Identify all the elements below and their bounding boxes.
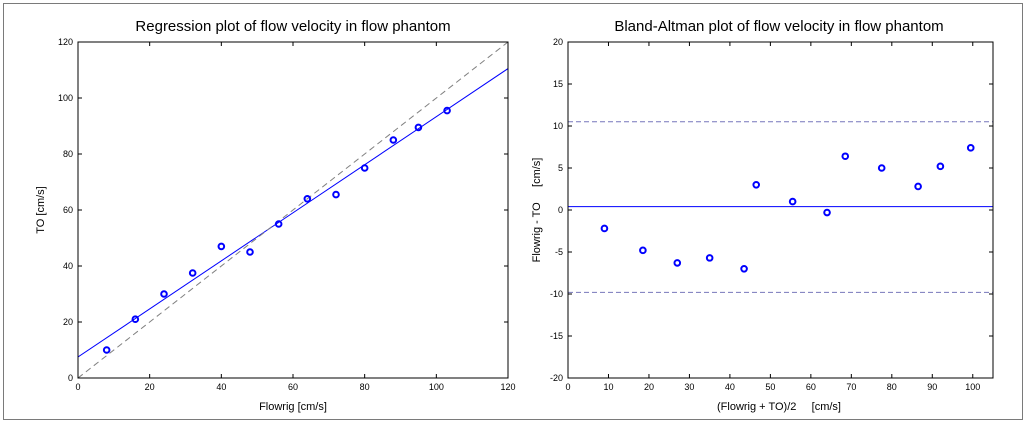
bland-altman-chart: Bland-Altman plot of flow velocity in fl… bbox=[531, 18, 994, 413]
bland-altman-chart-title: Bland-Altman plot of flow velocity in fl… bbox=[614, 18, 943, 35]
bland-altman-data-point bbox=[914, 182, 922, 191]
bland-altman-data-point bbox=[740, 265, 748, 273]
regression-data-point bbox=[360, 164, 369, 172]
bland-altman-y-tick-label: 15 bbox=[553, 79, 563, 89]
regression-data-point bbox=[131, 315, 140, 324]
regression-chart-ylabel: TO [cm/s] bbox=[35, 186, 47, 233]
regression-identity-line bbox=[78, 42, 508, 378]
bland-altman-chart-ylabel: Flowrig - TO [cm/s] bbox=[531, 158, 543, 263]
bland-altman-data-point bbox=[823, 208, 831, 217]
bland-altman-data-point bbox=[936, 162, 945, 171]
bland-altman-x-tick-label: 20 bbox=[644, 382, 654, 392]
regression-chart-lines bbox=[78, 42, 508, 378]
regression-x-tick-label: 100 bbox=[429, 382, 444, 392]
regression-regression-line bbox=[78, 68, 508, 358]
regression-data-point bbox=[246, 248, 254, 256]
bland-altman-data-point bbox=[600, 224, 609, 233]
regression-data-point bbox=[217, 242, 226, 251]
regression-y-tick-label: 20 bbox=[63, 317, 73, 327]
regression-chart: Regression plot of flow velocity in flow… bbox=[35, 18, 516, 413]
figure-frame bbox=[3, 3, 1023, 420]
bland-altman-data-point bbox=[841, 152, 850, 161]
bland-altman-data-point bbox=[639, 246, 647, 255]
regression-y-tick-label: 100 bbox=[58, 93, 73, 103]
regression-x-tick-label: 60 bbox=[288, 382, 298, 392]
regression-data-point bbox=[274, 220, 283, 228]
regression-data-point bbox=[160, 290, 168, 298]
regression-x-tick-label: 80 bbox=[360, 382, 370, 392]
bland-altman-chart-ticks: 0 10 20 30 40 50 60 70 80 90 100 -20 -15 -10 -5 0 5 10 15 2… bbox=[550, 37, 993, 392]
bland-altman-x-tick-label: 90 bbox=[927, 382, 937, 392]
bland-altman-x-tick-label: 10 bbox=[603, 382, 613, 392]
bland-altman-chart-points bbox=[600, 144, 975, 273]
bland-altman-x-tick-label: 40 bbox=[725, 382, 735, 392]
bland-altman-data-point bbox=[752, 181, 761, 189]
regression-data-point bbox=[332, 190, 340, 199]
regression-data-point bbox=[389, 136, 398, 144]
regression-data-point bbox=[443, 106, 451, 115]
regression-y-tick-label: 120 bbox=[58, 37, 73, 47]
bland-altman-y-tick-label: -20 bbox=[550, 373, 563, 383]
bland-altman-data-point bbox=[877, 164, 886, 172]
bland-altman-chart-lines bbox=[568, 121, 993, 293]
bland-altman-y-tick-label: 20 bbox=[553, 37, 563, 47]
regression-y-tick-label: 0 bbox=[68, 373, 73, 383]
regression-data-point bbox=[303, 195, 312, 203]
bland-altman-y-tick-label: 10 bbox=[553, 121, 563, 131]
regression-x-tick-label: 40 bbox=[216, 382, 226, 392]
bland-altman-data-point bbox=[705, 254, 714, 262]
regression-x-tick-label: 20 bbox=[145, 382, 155, 392]
bland-altman-y-tick-label: -10 bbox=[550, 289, 563, 299]
regression-data-point bbox=[188, 269, 197, 277]
regression-chart-ticks: 0 20 40 60 80 100 120 0 20 40 60 80 100 120 bbox=[58, 37, 516, 392]
bland-altman-x-tick-label: 100 bbox=[965, 382, 980, 392]
bland-altman-data-point bbox=[788, 197, 797, 206]
bland-altman-chart-xlabel: (Flowrig + TO)/2 [cm/s] bbox=[717, 401, 841, 413]
bland-altman-chart-plot-area bbox=[567, 41, 994, 379]
regression-chart-points bbox=[102, 106, 451, 354]
bland-altman-data-point bbox=[966, 144, 975, 152]
regression-data-point bbox=[414, 123, 423, 132]
bland-altman-x-tick-label: 80 bbox=[887, 382, 897, 392]
regression-chart-plot-area bbox=[77, 41, 509, 379]
bland-altman-y-tick-label: 5 bbox=[558, 163, 563, 173]
regression-x-tick-label: 0 bbox=[75, 382, 80, 392]
regression-y-tick-label: 80 bbox=[63, 149, 73, 159]
bland-altman-x-tick-label: 50 bbox=[765, 382, 775, 392]
regression-data-point bbox=[102, 346, 111, 354]
bland-altman-y-tick-label: -5 bbox=[555, 247, 563, 257]
regression-y-tick-label: 60 bbox=[63, 205, 73, 215]
bland-altman-x-tick-label: 0 bbox=[565, 382, 570, 392]
bland-altman-x-tick-label: 60 bbox=[806, 382, 816, 392]
regression-chart-xlabel: Flowrig [cm/s] bbox=[259, 401, 327, 413]
regression-y-tick-label: 40 bbox=[63, 261, 73, 271]
bland-altman-y-tick-label: -15 bbox=[550, 331, 563, 341]
bland-altman-x-tick-label: 30 bbox=[684, 382, 694, 392]
bland-altman-x-tick-label: 70 bbox=[846, 382, 856, 392]
regression-chart-title: Regression plot of flow velocity in flow… bbox=[135, 18, 450, 35]
regression-x-tick-label: 120 bbox=[500, 382, 515, 392]
bland-altman-data-point bbox=[673, 259, 682, 267]
bland-altman-y-tick-label: 0 bbox=[558, 205, 563, 215]
